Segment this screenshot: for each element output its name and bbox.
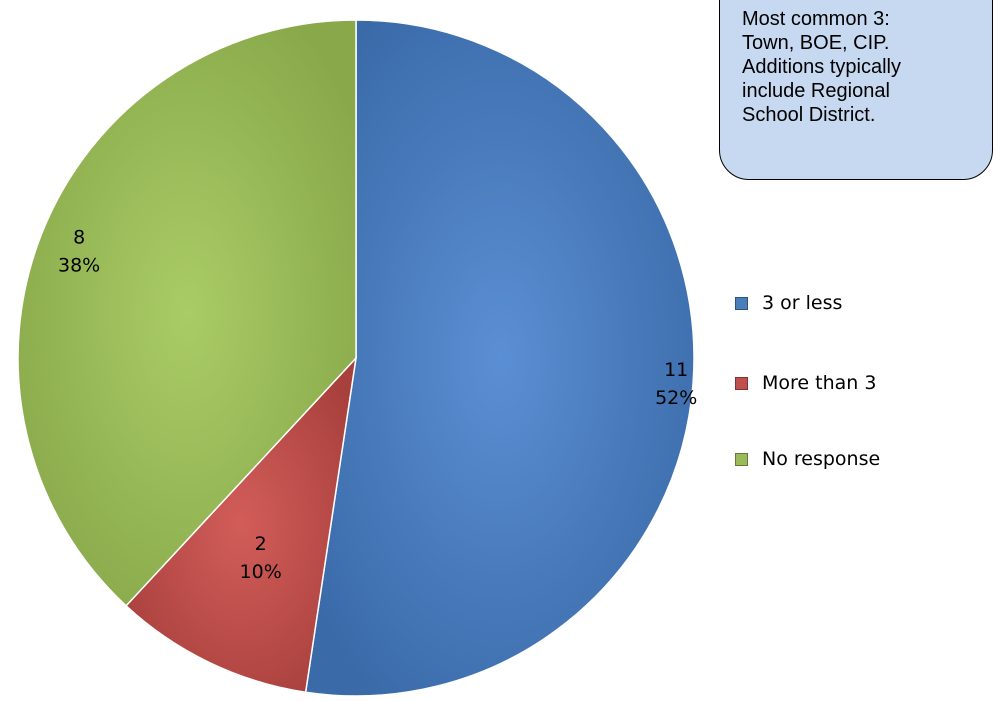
data-label-percent: 38% (58, 254, 100, 276)
legend-item-no-response: No response (735, 444, 880, 474)
slice-3-or-less (304, 19, 695, 697)
legend-item-more-than-3: More than 3 (735, 368, 876, 398)
legend-swatch-more-than-3 (735, 376, 748, 390)
annotation-callout: Most common 3: Town, BOE, CIP. Additions… (719, 0, 993, 180)
slice-no-response (17, 19, 357, 607)
data-label-value: 8 (73, 226, 85, 248)
legend-swatch-3-or-less (735, 296, 748, 310)
pie-slices (17, 19, 695, 697)
data-label-value: 11 (664, 359, 688, 381)
data-label-percent: 10% (240, 561, 282, 583)
annotation-text: Most common 3: Town, BOE, CIP. Additions… (742, 8, 901, 126)
data-label-percent: 52% (655, 387, 697, 409)
legend-item-3-or-less: 3 or less (735, 288, 842, 318)
legend-swatch-no-response (735, 452, 748, 466)
legend-label-more-than-3: More than 3 (762, 372, 877, 394)
slice-more-than-3 (125, 355, 358, 694)
legend-label-no-response: No response (762, 448, 881, 470)
pie-data-labels: 11 52% 2 10% 8 38% (58, 226, 697, 583)
legend-label-3-or-less: 3 or less (762, 292, 843, 314)
data-label-value: 2 (255, 533, 267, 555)
